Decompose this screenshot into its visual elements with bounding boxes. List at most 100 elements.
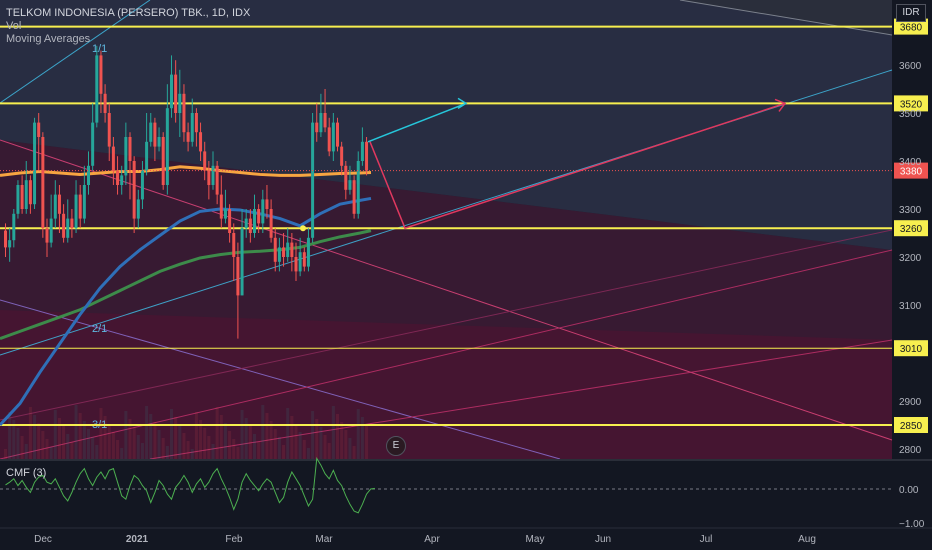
volume-bar — [186, 441, 190, 459]
level-tag-text: 3010 — [900, 344, 923, 355]
candle-body — [269, 209, 273, 238]
fan-zone-bottom — [0, 310, 892, 459]
volume-bar — [319, 427, 323, 459]
volume-bar — [265, 413, 269, 459]
candle-body — [219, 194, 223, 219]
candle-body — [323, 113, 327, 128]
candle-body — [95, 55, 99, 123]
candle-body — [190, 113, 194, 142]
volume-bar — [261, 405, 265, 459]
candle-body — [99, 55, 103, 94]
volume-bar — [219, 415, 223, 459]
candle-body — [103, 93, 107, 113]
candle-body — [306, 237, 310, 267]
volume-bar — [120, 448, 124, 459]
volume-bar — [182, 433, 186, 459]
projection-arrow-up — [367, 102, 467, 143]
candle-body — [360, 141, 364, 161]
candle-body — [356, 161, 360, 214]
candle-body — [290, 242, 294, 257]
candle-body — [49, 218, 53, 243]
candle-body — [265, 199, 269, 209]
volume-bar — [344, 430, 348, 459]
candle-body — [120, 175, 124, 185]
volume-bar — [57, 418, 61, 459]
level-tag-text: 2850 — [900, 421, 923, 432]
candle-body — [248, 218, 252, 233]
candle-body — [253, 209, 256, 233]
volume-bar — [323, 435, 327, 459]
candle-body — [165, 108, 169, 185]
fan-line-1 — [0, 0, 151, 104]
volume-bar — [273, 429, 277, 459]
volume-bar — [78, 413, 82, 459]
candle-body — [41, 137, 45, 229]
candle-body — [28, 180, 32, 205]
price-axis-tick: 3500 — [899, 109, 922, 120]
candle-body — [327, 127, 331, 152]
candle-body — [282, 247, 286, 257]
cmf-indicator-label[interactable]: CMF (3) — [6, 467, 47, 479]
time-axis-tick: May — [526, 534, 545, 545]
level-tag-bg — [894, 417, 928, 433]
price-axis-tick: 2900 — [899, 397, 922, 408]
volume-bar — [99, 408, 103, 459]
candle-body — [352, 180, 356, 214]
symbol-title[interactable]: TELKOM INDONESIA (PERSERO) TBK., 1D, IDX — [6, 7, 251, 19]
fan-line-4 — [0, 299, 561, 460]
volume-bar — [203, 428, 207, 459]
level-tag-text: 3260 — [900, 224, 923, 235]
time-axis-tick: Dec — [34, 534, 52, 545]
candle-body — [136, 199, 140, 219]
volume-bar — [236, 447, 240, 459]
ma-slow-line — [0, 229, 372, 341]
candle-body — [12, 213, 16, 241]
candle-body — [111, 146, 115, 171]
price-axis-tick: 3100 — [899, 301, 922, 312]
volume-bar — [306, 448, 310, 459]
candle-body — [107, 113, 111, 147]
level-tag: 2850 — [894, 417, 928, 433]
volume-bar — [286, 408, 290, 459]
volume-bar — [41, 431, 45, 459]
volume-bar — [33, 415, 37, 459]
candle-body — [244, 218, 248, 229]
earnings-event-marker[interactable]: E — [386, 436, 406, 456]
volume-bar — [178, 425, 182, 459]
volume-bar — [132, 427, 136, 459]
candle-body — [298, 252, 302, 272]
volume-bar — [282, 445, 286, 459]
volume-bar — [340, 422, 344, 459]
candle-body — [57, 194, 61, 214]
candle-body — [132, 161, 136, 219]
volume-bar — [277, 437, 281, 459]
fan-zone-lower — [0, 140, 892, 459]
volume-bar — [232, 439, 236, 459]
candle-body — [66, 218, 70, 238]
candle-body — [149, 122, 153, 142]
currency-label[interactable]: IDR — [896, 4, 926, 22]
candle-body — [340, 146, 344, 166]
volume-bar — [315, 419, 319, 459]
candle-body — [37, 122, 41, 137]
volume-bar — [12, 420, 16, 459]
time-axis-tick: Jul — [700, 534, 713, 545]
projection-arrowhead-down — [774, 98, 787, 112]
price-axis-tick: 3200 — [899, 253, 922, 264]
candle-body — [178, 93, 182, 113]
volume-indicator-label[interactable]: Vol — [6, 20, 22, 32]
level-tag-bg — [894, 95, 928, 112]
last-price-tag-bg — [894, 162, 928, 179]
candle-body — [157, 137, 161, 147]
candle-body — [232, 233, 236, 257]
volume-bar — [153, 422, 157, 459]
volume-bar — [157, 430, 161, 459]
candle-body — [223, 209, 227, 219]
candle-body — [116, 170, 120, 185]
level-tag: 3260 — [894, 220, 928, 237]
volume-bar — [16, 428, 20, 459]
candle-body — [87, 165, 90, 185]
moving-averages-indicator-label[interactable]: Moving Averages — [6, 33, 91, 45]
candle-body — [33, 122, 37, 205]
